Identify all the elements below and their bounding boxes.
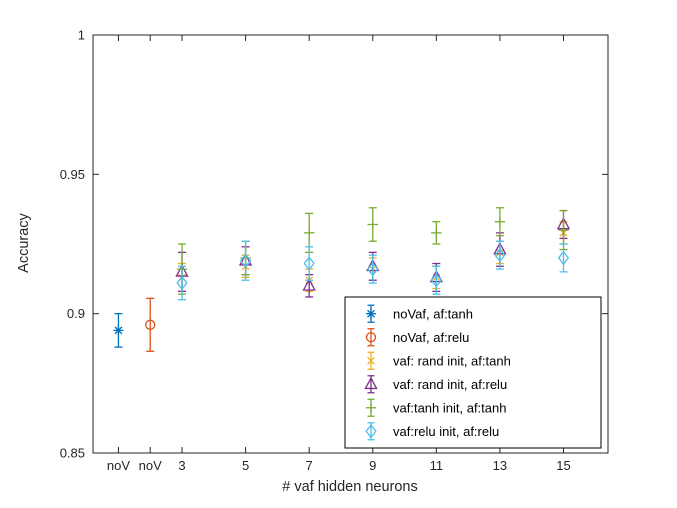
data-marker <box>145 319 156 330</box>
x-tick-label: 3 <box>178 458 185 473</box>
y-tick-label: 0.9 <box>67 306 85 321</box>
legend-entry-label: vaf:relu init, af:relu <box>393 424 499 439</box>
legend-entry-label: vaf: rand init, af:tanh <box>393 353 511 368</box>
legend-entry-label: vaf: rand init, af:relu <box>393 377 507 392</box>
legend-entry-label: noVaf, af:relu <box>393 330 469 345</box>
x-tick-label: noV <box>139 458 162 473</box>
legend-entry-label: noVaf, af:tanh <box>393 306 473 321</box>
data-marker <box>176 275 188 291</box>
data-marker <box>494 247 506 263</box>
x-tick-label: 15 <box>556 458 570 473</box>
data-marker <box>557 250 570 266</box>
data-marker <box>114 326 123 335</box>
data-marker <box>302 278 316 291</box>
data-marker <box>239 253 252 268</box>
legend-entry-label: vaf:tanh init, af:tanh <box>393 400 506 415</box>
data-marker <box>430 272 442 288</box>
legend-marker <box>365 332 377 343</box>
legend-marker <box>367 356 375 365</box>
y-tick-label: 0.95 <box>60 167 85 182</box>
legend-marker <box>367 309 375 318</box>
x-tick-label: noV <box>107 458 130 473</box>
y-axis-label: Accuracy <box>16 213 32 273</box>
x-tick-label: 9 <box>369 458 376 473</box>
data-marker <box>303 256 315 271</box>
y-tick-label: 0.85 <box>60 446 85 461</box>
legend-marker <box>364 376 378 390</box>
x-tick-label: 7 <box>306 458 313 473</box>
data-marker <box>367 261 379 277</box>
legend-marker <box>365 423 377 439</box>
legend-box <box>344 296 602 449</box>
x-tick-label: 5 <box>242 458 249 473</box>
x-tick-label: 13 <box>493 458 507 473</box>
y-tick-label: 1 <box>78 28 85 43</box>
x-axis-label: # vaf hidden neurons <box>282 479 418 495</box>
x-tick-label: 11 <box>430 458 444 473</box>
